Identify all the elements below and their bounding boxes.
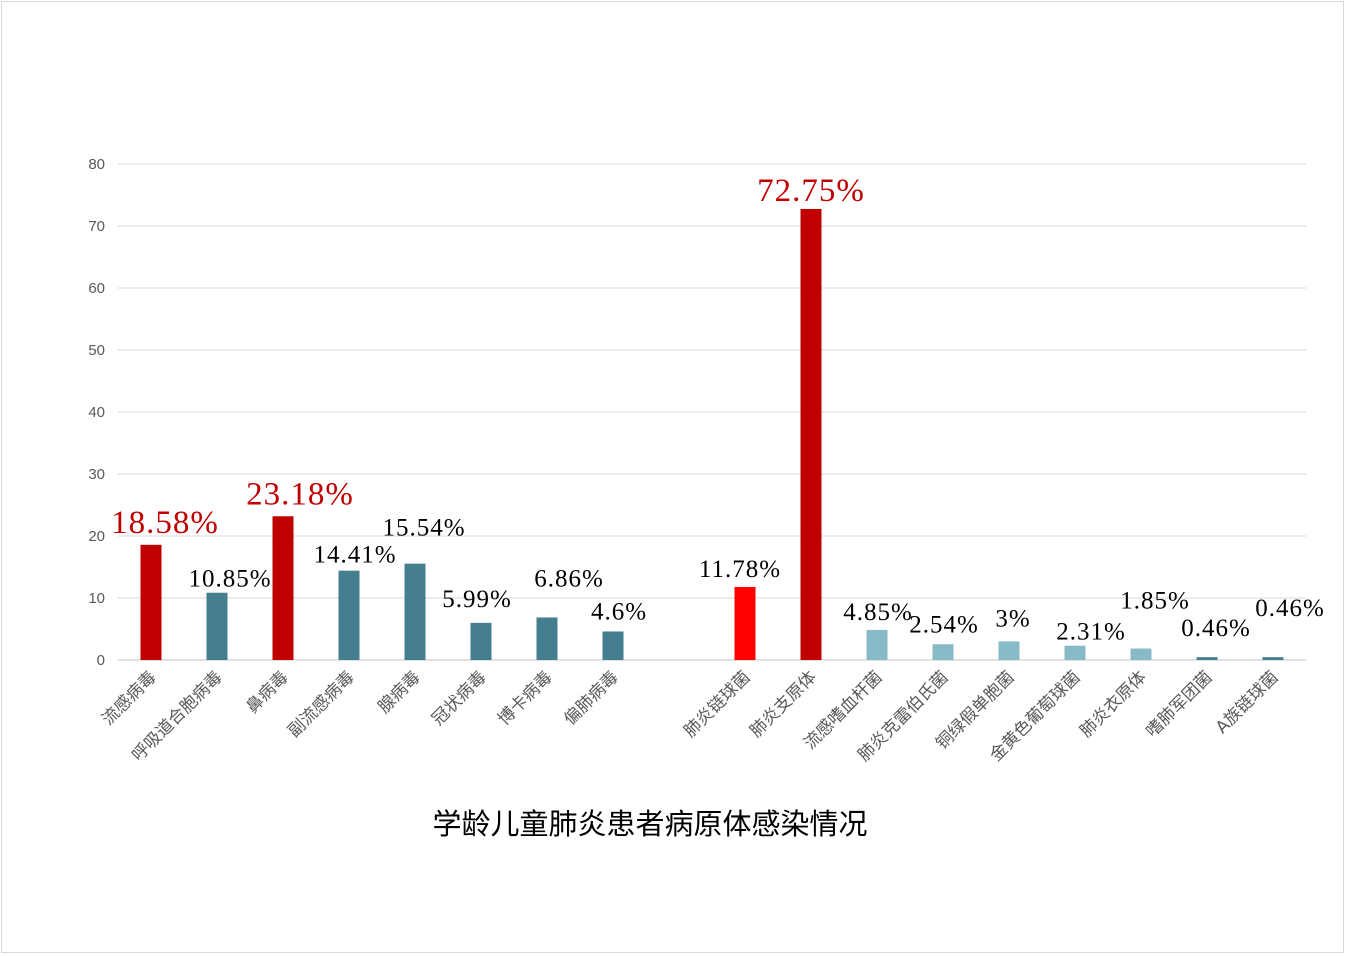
data-label: 3% bbox=[995, 605, 1030, 632]
bar bbox=[536, 617, 558, 660]
data-label: 11.78% bbox=[699, 556, 781, 583]
bar bbox=[1130, 648, 1152, 660]
y-tick-label: 20 bbox=[88, 528, 105, 545]
x-tick-label: 肺炎衣原体 bbox=[1076, 667, 1150, 741]
chart-title: 学龄儿童肺炎患者病原体感染情况 bbox=[432, 807, 867, 841]
y-tick-label: 40 bbox=[88, 404, 105, 421]
data-label: 0.46% bbox=[1181, 615, 1251, 642]
x-tick-label: 鼻病毒 bbox=[242, 667, 292, 717]
data-label: 18.58% bbox=[111, 505, 219, 541]
y-tick-label: 30 bbox=[88, 466, 105, 483]
x-tick-label: 副流感病毒 bbox=[284, 667, 358, 741]
data-label: 4.6% bbox=[591, 598, 647, 625]
x-tick-label: 博卡病毒 bbox=[494, 667, 556, 729]
x-tick-label: 腺病毒 bbox=[374, 667, 424, 717]
bar bbox=[140, 544, 162, 660]
x-tick-label: 嗜肺军团菌 bbox=[1142, 667, 1216, 741]
data-label: 2.54% bbox=[909, 611, 979, 638]
bars bbox=[140, 208, 1284, 660]
data-label: 23.18% bbox=[246, 476, 354, 512]
bar bbox=[866, 629, 888, 660]
y-axis-ticks: 0 10 20 30 40 50 60 70 80 bbox=[88, 156, 105, 669]
data-label: 72.75% bbox=[757, 173, 865, 209]
data-label: 2.31% bbox=[1056, 619, 1126, 646]
data-label: 6.86% bbox=[534, 565, 604, 592]
bar bbox=[1262, 657, 1284, 660]
data-label: 5.99% bbox=[442, 586, 512, 613]
x-tick-label: 冠状病毒 bbox=[428, 667, 490, 729]
y-tick-label: 80 bbox=[88, 156, 105, 173]
y-tick-label: 10 bbox=[88, 590, 105, 607]
bar bbox=[800, 208, 822, 660]
data-label: 4.85% bbox=[843, 599, 913, 626]
bar bbox=[272, 516, 294, 660]
bar bbox=[338, 570, 360, 660]
bar bbox=[470, 622, 492, 660]
y-tick-label: 50 bbox=[88, 342, 105, 359]
y-tick-label: 60 bbox=[88, 280, 105, 297]
y-tick-label: 0 bbox=[97, 652, 105, 669]
bar bbox=[206, 592, 228, 660]
bar bbox=[1064, 645, 1086, 660]
bar bbox=[404, 563, 426, 660]
x-tick-label: 流感病毒 bbox=[98, 667, 160, 729]
data-label: 15.54% bbox=[382, 515, 465, 542]
data-label: 10.85% bbox=[188, 566, 271, 593]
bar bbox=[734, 586, 756, 660]
bar bbox=[1196, 657, 1218, 660]
x-tick-label: 偏肺病毒 bbox=[560, 667, 622, 729]
data-label: 0.46% bbox=[1255, 595, 1325, 622]
data-label: 1.85% bbox=[1120, 588, 1190, 615]
x-tick-label: A族链球菌 bbox=[1212, 667, 1282, 737]
data-labels: 18.58% 10.85% 23.18% 14.41%15.54% 5.99% 6.86%… bbox=[111, 173, 1325, 646]
y-tick-label: 70 bbox=[88, 218, 105, 235]
x-tick-label: 肺炎链球菌 bbox=[680, 667, 754, 741]
bar bbox=[998, 641, 1020, 660]
data-label: 14.41% bbox=[313, 542, 396, 569]
gridlines bbox=[118, 163, 1306, 661]
bar bbox=[932, 644, 954, 660]
bar bbox=[602, 631, 624, 660]
